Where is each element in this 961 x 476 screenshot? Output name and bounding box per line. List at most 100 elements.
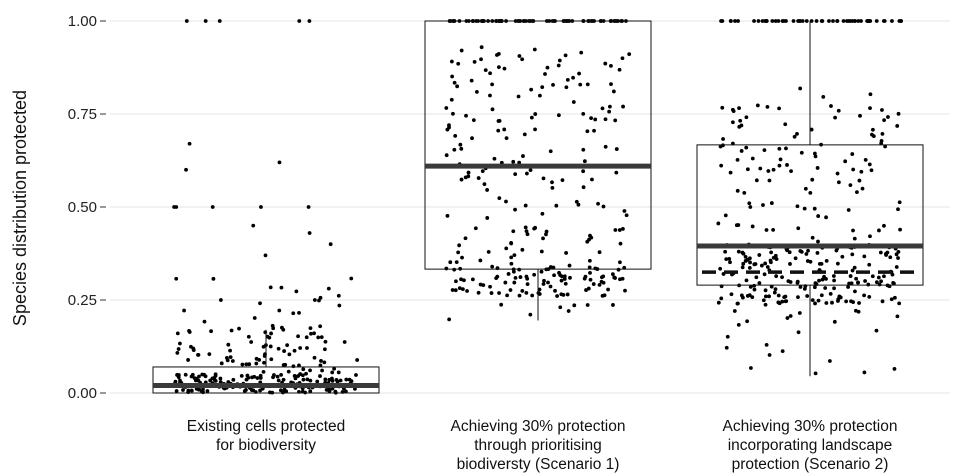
data-point bbox=[603, 61, 608, 66]
data-point bbox=[601, 204, 606, 209]
data-point bbox=[285, 343, 290, 348]
data-point bbox=[882, 274, 886, 279]
data-point bbox=[509, 255, 514, 260]
data-point bbox=[218, 376, 223, 381]
data-point bbox=[559, 292, 564, 297]
grid-lines bbox=[110, 20, 950, 394]
data-point bbox=[469, 78, 474, 83]
data-point bbox=[452, 267, 457, 272]
data-point bbox=[560, 178, 565, 183]
data-point bbox=[323, 339, 328, 344]
data-point bbox=[541, 176, 546, 181]
data-point bbox=[524, 290, 529, 295]
data-point bbox=[767, 178, 772, 183]
data-point bbox=[355, 358, 360, 362]
data-point bbox=[843, 159, 848, 164]
data-point bbox=[308, 378, 313, 383]
data-point bbox=[813, 281, 818, 286]
data-point bbox=[479, 57, 483, 62]
data-point bbox=[272, 373, 276, 377]
data-point bbox=[740, 250, 745, 255]
data-point bbox=[870, 274, 875, 279]
data-point bbox=[269, 357, 274, 362]
data-point bbox=[602, 293, 607, 298]
data-point bbox=[610, 272, 615, 277]
data-point bbox=[175, 331, 180, 336]
data-point bbox=[789, 169, 793, 173]
data-point bbox=[523, 225, 528, 230]
data-point bbox=[813, 371, 818, 376]
data-point bbox=[279, 372, 283, 377]
data-point bbox=[860, 186, 865, 191]
data-point bbox=[768, 258, 773, 263]
data-point bbox=[832, 278, 837, 283]
data-point bbox=[851, 300, 856, 305]
data-point bbox=[473, 226, 478, 231]
data-point bbox=[488, 71, 492, 76]
data-point bbox=[588, 277, 593, 282]
data-point bbox=[203, 19, 208, 23]
data-point bbox=[584, 288, 588, 292]
data-point bbox=[207, 352, 212, 357]
data-point bbox=[276, 346, 281, 351]
data-point bbox=[297, 363, 301, 368]
data-point bbox=[838, 295, 843, 300]
data-point bbox=[856, 19, 861, 23]
data-point bbox=[777, 106, 781, 111]
data-point bbox=[764, 228, 769, 232]
data-point bbox=[868, 106, 872, 111]
data-point bbox=[186, 358, 191, 362]
data-point bbox=[607, 109, 612, 114]
data-point bbox=[831, 274, 836, 278]
data-point bbox=[587, 258, 592, 263]
data-point bbox=[187, 141, 192, 146]
data-point bbox=[312, 355, 317, 360]
data-point bbox=[773, 287, 778, 292]
data-point bbox=[808, 190, 813, 195]
data-point bbox=[730, 107, 735, 112]
data-point bbox=[776, 19, 781, 23]
data-point bbox=[720, 105, 725, 110]
data-point bbox=[512, 253, 517, 258]
data-point bbox=[554, 203, 559, 208]
data-point bbox=[723, 249, 728, 254]
data-point bbox=[301, 367, 306, 372]
data-point bbox=[186, 388, 191, 393]
data-point bbox=[517, 293, 522, 298]
data-point bbox=[819, 19, 824, 23]
data-point bbox=[537, 287, 542, 292]
data-point bbox=[816, 298, 821, 303]
data-point bbox=[281, 377, 286, 382]
data-point bbox=[460, 287, 465, 292]
data-point bbox=[805, 259, 810, 263]
data-point bbox=[824, 258, 829, 263]
data-point bbox=[460, 255, 464, 260]
data-point bbox=[836, 299, 840, 303]
data-point bbox=[228, 355, 233, 360]
data-point bbox=[478, 258, 483, 263]
data-point bbox=[506, 272, 511, 276]
data-point bbox=[833, 115, 838, 120]
data-point bbox=[765, 265, 770, 269]
data-point bbox=[292, 348, 297, 353]
data-point bbox=[894, 265, 899, 269]
data-point bbox=[306, 205, 311, 209]
data-point bbox=[300, 373, 305, 378]
data-point bbox=[611, 303, 615, 307]
data-point bbox=[735, 158, 740, 162]
data-point bbox=[774, 257, 779, 261]
data-point bbox=[767, 353, 772, 357]
data-point bbox=[582, 276, 587, 281]
data-point bbox=[857, 178, 862, 183]
data-point bbox=[609, 82, 613, 86]
data-point bbox=[556, 63, 561, 68]
data-point bbox=[485, 188, 490, 192]
data-point bbox=[244, 377, 249, 382]
data-point bbox=[596, 201, 600, 206]
data-point bbox=[322, 347, 327, 352]
data-point bbox=[520, 57, 525, 62]
data-point bbox=[548, 265, 553, 269]
data-point bbox=[301, 377, 306, 382]
data-point bbox=[785, 316, 790, 320]
data-point bbox=[513, 275, 518, 280]
